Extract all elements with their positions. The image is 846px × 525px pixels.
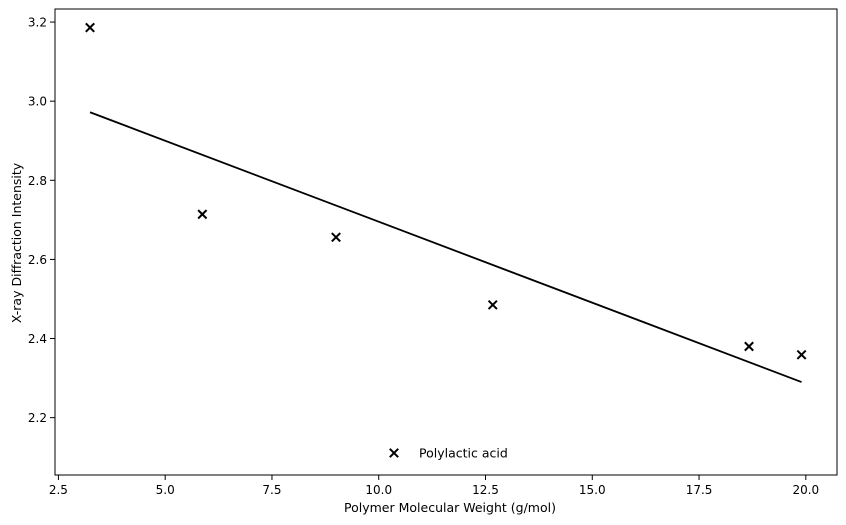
y-tick-label: 3.2 bbox=[28, 16, 47, 30]
x-tick-label: 15.0 bbox=[579, 483, 606, 497]
legend: Polylactic acid bbox=[389, 446, 508, 461]
data-point bbox=[744, 341, 754, 352]
x-tick-label: 12.5 bbox=[472, 483, 499, 497]
data-point bbox=[197, 209, 208, 220]
data-point bbox=[796, 349, 807, 360]
y-tick-label: 2.2 bbox=[28, 411, 47, 425]
x-tick-label: 5.0 bbox=[156, 483, 175, 497]
y-tick-label: 2.4 bbox=[28, 332, 47, 346]
plot-area bbox=[55, 9, 837, 475]
axes-frame bbox=[54, 8, 838, 476]
data-point bbox=[487, 299, 498, 310]
legend-marker bbox=[389, 448, 399, 458]
x-tick-label: 20.0 bbox=[792, 483, 819, 497]
data-marks bbox=[85, 22, 807, 383]
data-point bbox=[85, 22, 95, 33]
x-axis-label: Polymer Molecular Weight (g/mol) bbox=[344, 500, 556, 515]
legend-label: Polylactic acid bbox=[419, 446, 508, 461]
x-tick-label: 2.5 bbox=[49, 483, 68, 497]
data-point bbox=[331, 232, 341, 243]
x-tick-label: 7.5 bbox=[262, 483, 281, 497]
axes: 2.5 5.0 7.5 10.0 12.5 15.0 17.5 20.0 2.2 2.4 2.6 2.… bbox=[28, 8, 838, 497]
x-tick-label: 17.5 bbox=[686, 483, 713, 497]
x-tick-label: 10.0 bbox=[365, 483, 392, 497]
y-tick-label: 3.0 bbox=[28, 95, 47, 109]
plot-background bbox=[55, 9, 837, 475]
y-tick-label: 2.8 bbox=[28, 174, 47, 188]
y-axis-label: X-ray Diffraction Intensity bbox=[9, 162, 24, 323]
trend-line bbox=[89, 111, 802, 383]
y-tick-label: 2.6 bbox=[28, 253, 47, 267]
